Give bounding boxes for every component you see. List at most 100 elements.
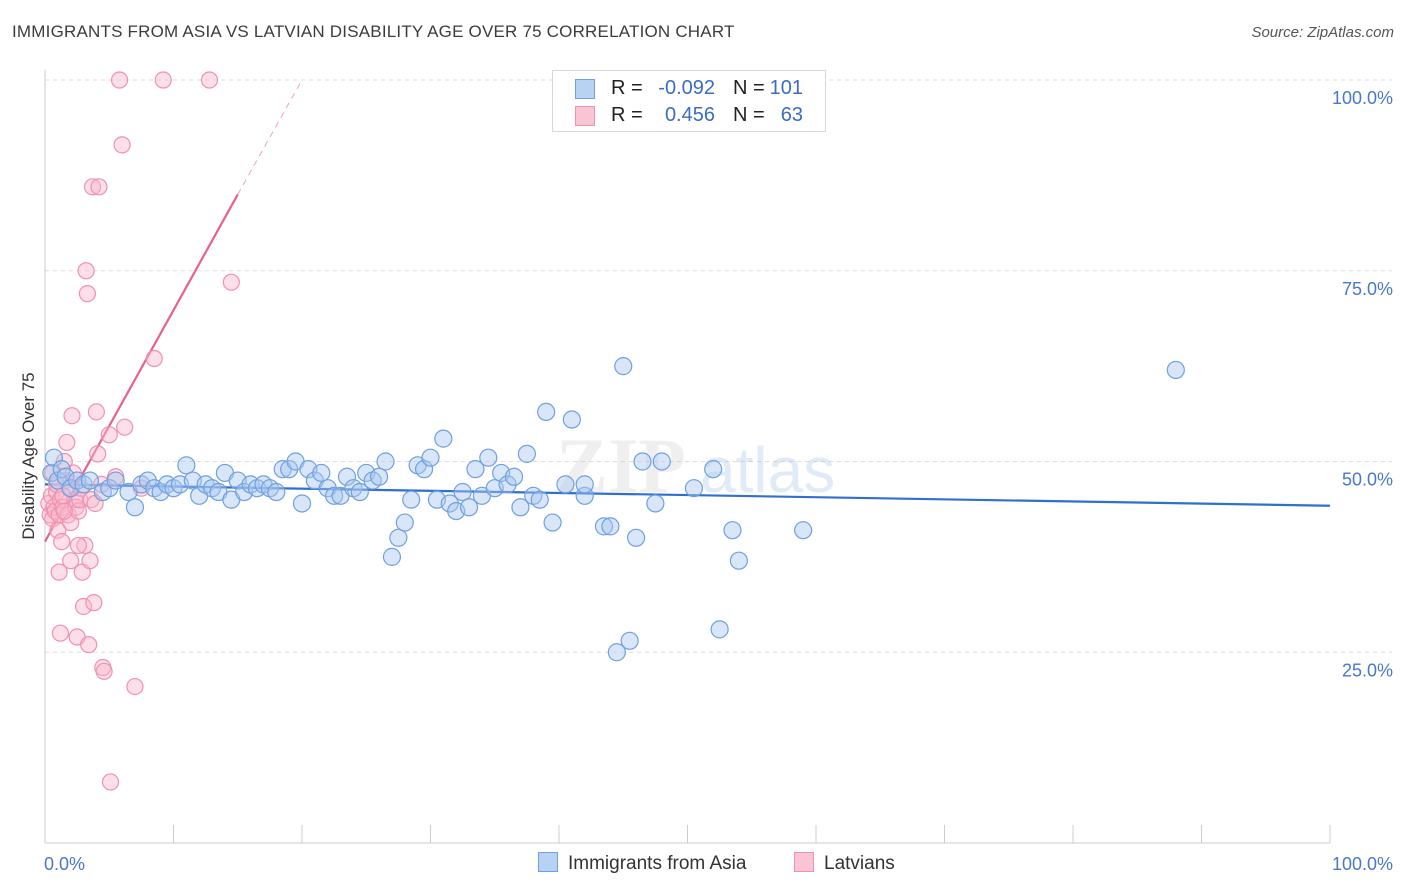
latvians-point (76, 536, 94, 555)
n-value: 101 (769, 77, 803, 99)
asia-point (459, 498, 479, 517)
stats-legend: R = -0.092 N = 101 R = 0.456 N = 63 (552, 70, 826, 132)
asia-point (267, 482, 286, 502)
latvians-point (113, 136, 131, 154)
asia-point (537, 402, 556, 422)
r-value: -0.092 (658, 77, 715, 99)
asia-point (138, 471, 157, 490)
y-tick-label: 50.0% (1342, 470, 1393, 490)
asia-swatch (575, 79, 595, 99)
asia-point (382, 547, 402, 566)
asia-point (543, 513, 562, 532)
asia-legend-swatch (538, 852, 558, 872)
latvians-point (85, 594, 103, 612)
latvians-point (74, 597, 93, 616)
asia-point (106, 471, 125, 490)
y-tick-label: 75.0% (1342, 279, 1393, 299)
asia-point (626, 528, 646, 547)
asia-point (177, 456, 196, 475)
asia-point (594, 517, 614, 536)
asia-point (614, 357, 633, 376)
latvians-point (78, 285, 97, 303)
asia-point (498, 475, 517, 494)
asia-point (504, 467, 524, 486)
chart-title: IMMIGRANTS FROM ASIA VS LATVIAN DISABILI… (12, 22, 735, 41)
latvians-point (81, 552, 99, 570)
asia-point (652, 452, 671, 471)
r-value: 0.456 (664, 104, 715, 126)
asia-point (607, 643, 626, 662)
asia-point (42, 463, 61, 483)
latvians-point (77, 262, 95, 280)
latvians-point (154, 71, 172, 89)
asia-point (312, 463, 331, 483)
asia-point (56, 467, 75, 486)
y-tick-label: 100.0% (1332, 88, 1393, 108)
latvians-points (40, 71, 240, 791)
latvians-point (95, 662, 113, 680)
asia-point (704, 460, 723, 479)
latvians-point (83, 178, 102, 196)
latvians-legend-swatch (794, 852, 814, 872)
latvians-point (58, 433, 76, 452)
stats-row-asia: R = -0.092 N = 101 (553, 75, 825, 101)
gridlines (45, 79, 1392, 653)
latvians-point (101, 773, 120, 791)
asia-point (80, 471, 100, 490)
asia-point (466, 460, 485, 479)
asia-point (530, 490, 549, 509)
asia-point (421, 448, 440, 467)
asia-point (389, 528, 408, 547)
latvians-point (62, 552, 80, 570)
asia-point (280, 460, 299, 479)
asia-point (646, 494, 665, 513)
latvians-point (200, 71, 219, 89)
asia-point (556, 475, 575, 494)
asia-point (575, 475, 594, 494)
r-label: R = (611, 104, 643, 126)
y-tick-label: 25.0% (1342, 660, 1393, 680)
source-label: Source: ZipAtlas.com (1251, 24, 1394, 41)
x-tick-label: 100.0% (1332, 854, 1393, 874)
latvians-trend-dashed (237, 79, 303, 195)
asia-point (511, 498, 530, 517)
latvians-point (145, 349, 163, 368)
latvians-point (55, 502, 73, 520)
asia-trend-line (44, 483, 1331, 507)
latvians-point (51, 624, 70, 642)
asia-point (337, 467, 357, 486)
x-tick-label: 0.0% (44, 854, 85, 874)
asia-point (370, 467, 389, 486)
latvians-point (90, 178, 108, 196)
legend-label-latvians: Latvians (824, 853, 895, 874)
latvians-trendline (44, 79, 303, 543)
y-axis-label: Disability Age Over 75 (19, 372, 38, 539)
asia-point (402, 490, 421, 509)
legend-item-latvians[interactable]: Latvians (794, 852, 895, 875)
asia-point (350, 482, 369, 502)
asia-point (710, 620, 729, 639)
latvians-point (50, 563, 68, 581)
asia-point (325, 486, 344, 505)
asia-point (729, 551, 749, 570)
asia-point (100, 479, 119, 498)
asia-point (453, 482, 472, 502)
asia-point (601, 517, 620, 536)
asia-point (479, 448, 498, 467)
asia-point (620, 631, 639, 650)
latvians-point (63, 407, 81, 425)
legend-item-asia[interactable]: Immigrants from Asia (538, 852, 746, 875)
latvians-point (116, 418, 134, 436)
asia-point (1166, 360, 1185, 380)
asia-point (125, 498, 145, 517)
latvians-point (100, 426, 118, 444)
n-value: 63 (780, 104, 803, 126)
latvians-trend-solid (44, 193, 239, 543)
latvians-point (87, 403, 106, 421)
asia-point (440, 494, 459, 513)
latvians-point (53, 533, 71, 551)
asia-trendline (44, 483, 1331, 507)
watermark-atlas: atlas (700, 434, 835, 506)
asia-point (562, 410, 581, 429)
asia-point (434, 429, 453, 448)
